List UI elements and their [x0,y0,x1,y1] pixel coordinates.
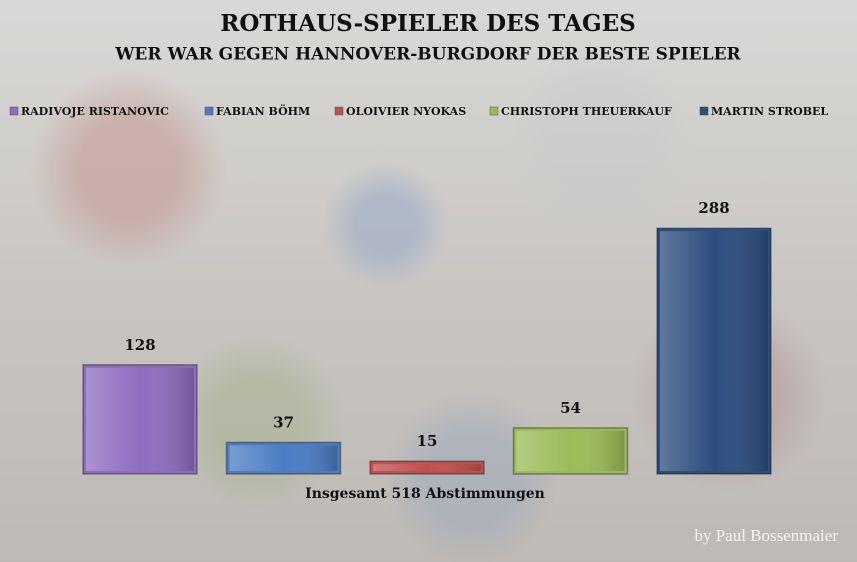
value-label: 54 [560,399,581,417]
bar-shine [516,430,625,471]
bar-shine [660,231,768,471]
bar-shine [86,367,194,471]
value-label: 128 [124,336,155,354]
legend-label: RADIVOJE RISTANOVIC [21,105,169,118]
chart-subtitle: WER WAR GEGEN HANNOVER-BURGDORF DER BEST… [114,45,741,65]
legend-swatch [489,106,499,116]
value-label: 15 [417,432,438,450]
legend-label: CHRISTOPH THEUERKAUF [501,105,672,118]
value-label: 37 [273,413,294,431]
bar-shine [229,445,338,471]
legend-swatch [334,106,344,116]
legend-label: FABIAN BÖHM [216,104,310,118]
value-label: 288 [698,199,729,217]
legend-swatch [204,106,214,116]
bar-shine [373,464,481,471]
x-axis-label: Insgesamt 518 Abstimmungen [305,486,545,502]
legend-label: OLOIVIER NYOKAS [346,105,466,118]
credit: by Paul Bossenmaier [694,526,838,545]
legend-swatch [699,106,709,116]
chart-title: ROTHAUS-SPIELER DES TAGES [220,10,636,37]
legend-swatch [9,106,19,116]
legend-label: MARTIN STROBEL [711,105,828,118]
